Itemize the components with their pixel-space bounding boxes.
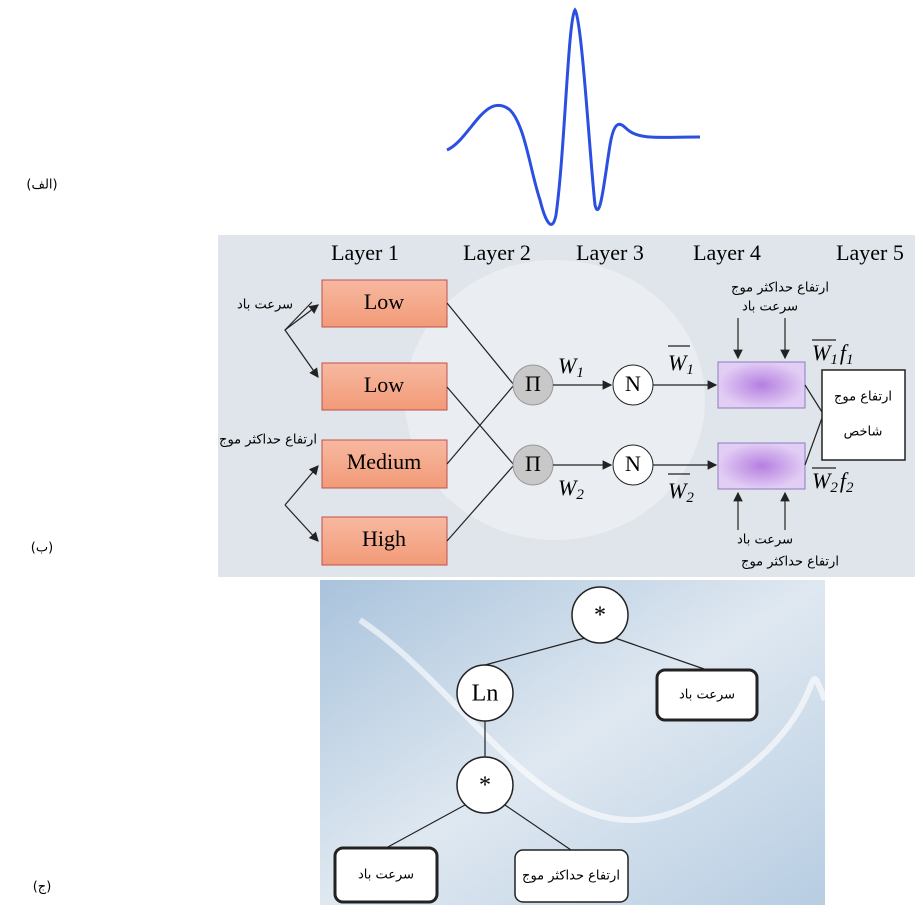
mf-label: Low (364, 372, 404, 397)
rule-box (718, 443, 805, 489)
function-sub: 1 (846, 352, 854, 368)
node-label: N (625, 451, 641, 476)
rule-input: سرعت باد (737, 533, 793, 548)
mf-label: Low (364, 289, 404, 314)
panel-label: (ب) (31, 541, 53, 556)
output-label: شاخص (844, 425, 883, 440)
panel-label: (ج) (33, 880, 52, 895)
weight-symbol: W (558, 475, 578, 500)
node-label: Π (525, 451, 541, 476)
tree-panel: * Ln * سرعت باد سرعت باد ارتفاع حداکثر م… (320, 580, 825, 905)
weight-symbol: W (668, 350, 688, 375)
node-label: Ln (472, 681, 499, 707)
node-label: * (594, 603, 606, 629)
leaf-label: سرعت باد (679, 688, 735, 703)
panel-label: (الف) (26, 178, 57, 193)
rule-box (718, 362, 805, 408)
weight-symbol: W (558, 353, 578, 378)
mf-label: High (362, 526, 406, 551)
weight-symbol: W (812, 468, 832, 493)
anfis-panel: Layer 1 Layer 2 Layer 3 Layer 4 Layer 5 … (218, 235, 915, 577)
figure: (الف) (ب) (ج) Layer 1 Layer 2 Layer 3 La… (0, 0, 915, 909)
layer-label: Layer 5 (836, 240, 904, 265)
function-sub: 2 (846, 480, 854, 496)
node-label: Π (525, 371, 541, 396)
brain-bg (405, 260, 705, 540)
output-label: ارتفاع موج (834, 390, 892, 405)
input-label: سرعت باد (237, 298, 293, 313)
rule-input: ارتفاع حداکثر موج (741, 555, 839, 570)
layer-label: Layer 1 (331, 240, 399, 265)
weight-sub: 1 (830, 352, 838, 368)
node-label: * (479, 773, 491, 799)
layer-label: Layer 4 (693, 240, 761, 265)
layer-label: Layer 3 (576, 240, 644, 265)
rule-input: ارتفاع حداکثر موج (731, 281, 829, 296)
weight-sub: 2 (686, 490, 694, 506)
wavelet (447, 10, 700, 224)
weight-sub: 2 (830, 480, 838, 496)
mf-label: Medium (347, 449, 422, 474)
layer-label: Layer 2 (463, 240, 531, 265)
weight-sub: 1 (576, 365, 584, 381)
input-label: ارتفاع حداکثر موج (219, 433, 317, 448)
weight-sub: 2 (576, 487, 584, 503)
leaf-label: ارتفاع حداکثر موج (522, 869, 620, 884)
weight-symbol: W (812, 340, 832, 365)
weight-sub: 1 (686, 362, 694, 378)
leaf-label: سرعت باد (358, 868, 414, 883)
rule-input: سرعت باد (742, 300, 798, 315)
node-label: N (625, 371, 641, 396)
weight-symbol: W (668, 478, 688, 503)
output-box (822, 370, 905, 460)
